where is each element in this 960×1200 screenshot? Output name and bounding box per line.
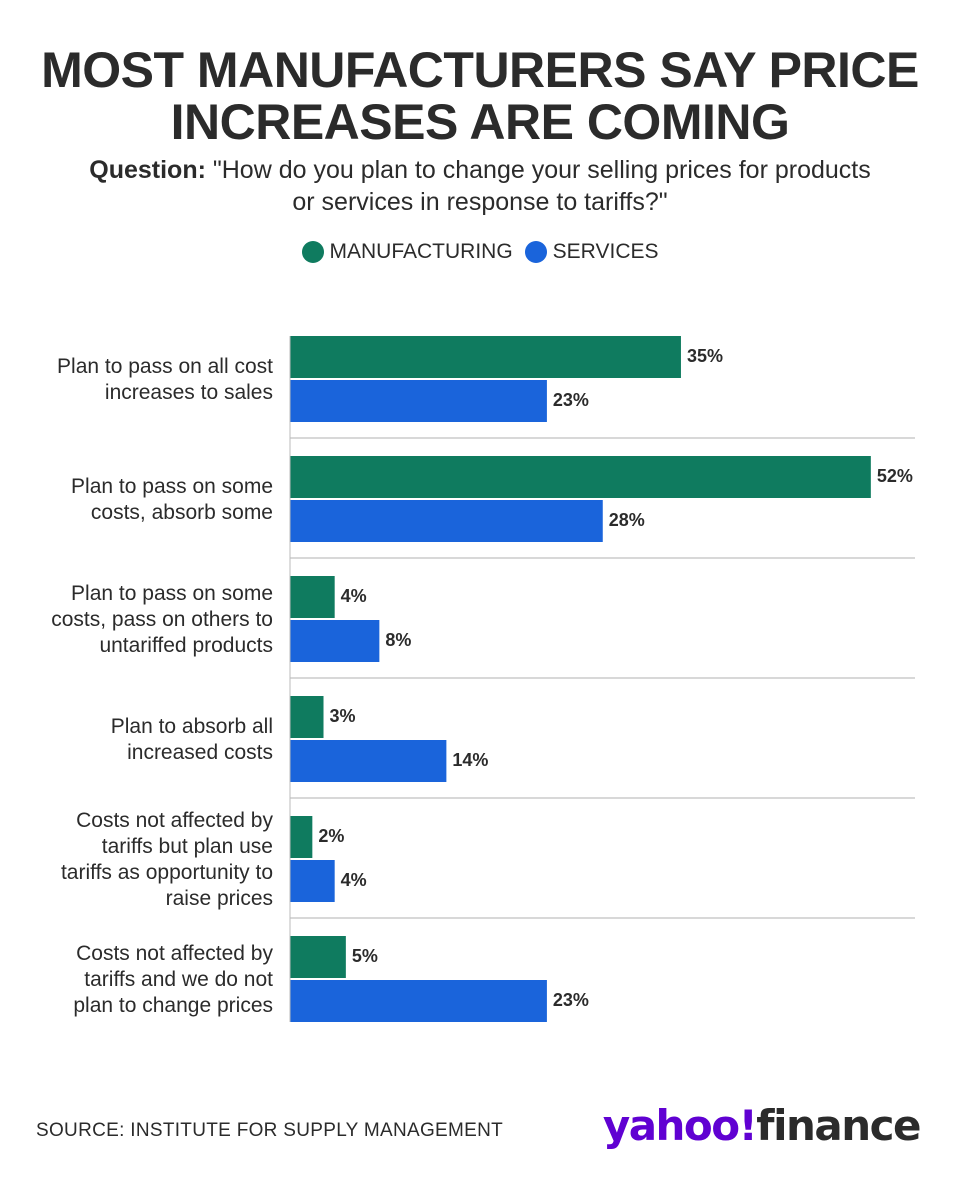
category-label: tariffs but plan use — [102, 835, 273, 858]
value-label: 23% — [553, 390, 589, 410]
legend-swatch-services — [524, 241, 547, 263]
category-label: increases to sales — [105, 381, 273, 404]
value-label: 28% — [609, 510, 645, 530]
bar-manufacturing — [290, 936, 346, 978]
category-label: Costs not affected by — [76, 809, 273, 832]
value-label: 8% — [385, 630, 411, 650]
chart-title-line-1: MOST MANUFACTURERS SAY PRICE — [41, 42, 919, 98]
chart-subtitle: Question: "How do you plan to change you… — [0, 154, 960, 218]
category-label: costs, absorb some — [91, 501, 273, 524]
bar-group: Costs not affected by tariffs and we do n… — [73, 936, 589, 1022]
bar-group: Plan to absorb all increased costs 3% 14% — [111, 696, 915, 799]
legend-item-services: SERVICES — [524, 240, 659, 264]
bar-manufacturing — [290, 816, 313, 858]
bar-manufacturing — [290, 696, 324, 738]
question-label: Question: — [89, 156, 206, 184]
bar-services — [290, 980, 547, 1022]
chart-legend: MANUFACTURING SERVICES — [0, 240, 960, 264]
category-label: untariffed products — [99, 634, 273, 657]
bar-services — [290, 380, 547, 422]
bar-group: Costs not affected by tariffs but plan us… — [61, 809, 915, 919]
bar-services — [290, 740, 447, 782]
question-text-1: "How do you plan to change your selling … — [205, 156, 871, 184]
yahoo-finance-logo: yahoo!finance — [602, 1100, 922, 1152]
question-text-2: or services in response to tariffs?" — [292, 188, 668, 216]
category-label: increased costs — [127, 741, 273, 764]
logo-finance-text: finance — [756, 1101, 921, 1150]
value-label: 23% — [553, 990, 589, 1010]
bar-services — [290, 500, 603, 542]
bar-services — [290, 860, 335, 902]
bar-group: Plan to pass on some costs, pass on other… — [51, 576, 915, 679]
bar-services — [290, 620, 380, 662]
chart-title-line-2: INCREASES ARE COMING — [170, 94, 790, 150]
category-label: Plan to pass on all cost — [57, 355, 273, 378]
category-label: Costs not affected by — [76, 942, 273, 965]
source-note: SOURCE: INSTITUTE FOR SUPPLY MANAGEMENT — [36, 1120, 504, 1141]
category-label: Plan to pass on some — [71, 475, 273, 498]
bar-group: Plan to pass on all cost increases to sal… — [57, 336, 915, 439]
value-label: 5% — [352, 946, 378, 966]
legend-item-manufacturing: MANUFACTURING — [301, 240, 513, 264]
legend-swatch-manufacturing — [301, 241, 324, 263]
category-label: tariffs and we do not — [84, 968, 273, 991]
category-label: Plan to pass on some — [71, 582, 273, 605]
category-label: Plan to absorb all — [111, 715, 273, 738]
bar-manufacturing — [290, 456, 871, 498]
value-label: 3% — [330, 706, 356, 726]
bar-manufacturing — [290, 336, 681, 378]
value-label: 52% — [877, 466, 913, 486]
category-label: tariffs as opportunity to — [61, 861, 273, 884]
question-line-1: Question: "How do you plan to change you… — [0, 154, 960, 186]
value-label: 2% — [318, 826, 344, 846]
bar-group: Plan to pass on some costs, absorb some 52… — [71, 456, 915, 559]
logo-yahoo-text: yahoo! — [602, 1101, 758, 1150]
chart-title: MOST MANUFACTURERS SAY PRICE INCREASES A… — [0, 44, 960, 148]
legend-label-services: SERVICES — [552, 240, 659, 263]
value-label: 4% — [341, 870, 367, 890]
value-label: 4% — [341, 586, 367, 606]
category-label: costs, pass on others to — [51, 608, 273, 631]
legend-label-manufacturing: MANUFACTURING — [329, 240, 513, 263]
category-label: raise prices — [166, 887, 273, 910]
bar-manufacturing — [290, 576, 335, 618]
bar-chart: Plan to pass on all cost increases to sal… — [51, 336, 915, 1022]
category-label: plan to change prices — [73, 994, 273, 1017]
value-label: 14% — [452, 750, 488, 770]
value-label: 35% — [687, 346, 723, 366]
